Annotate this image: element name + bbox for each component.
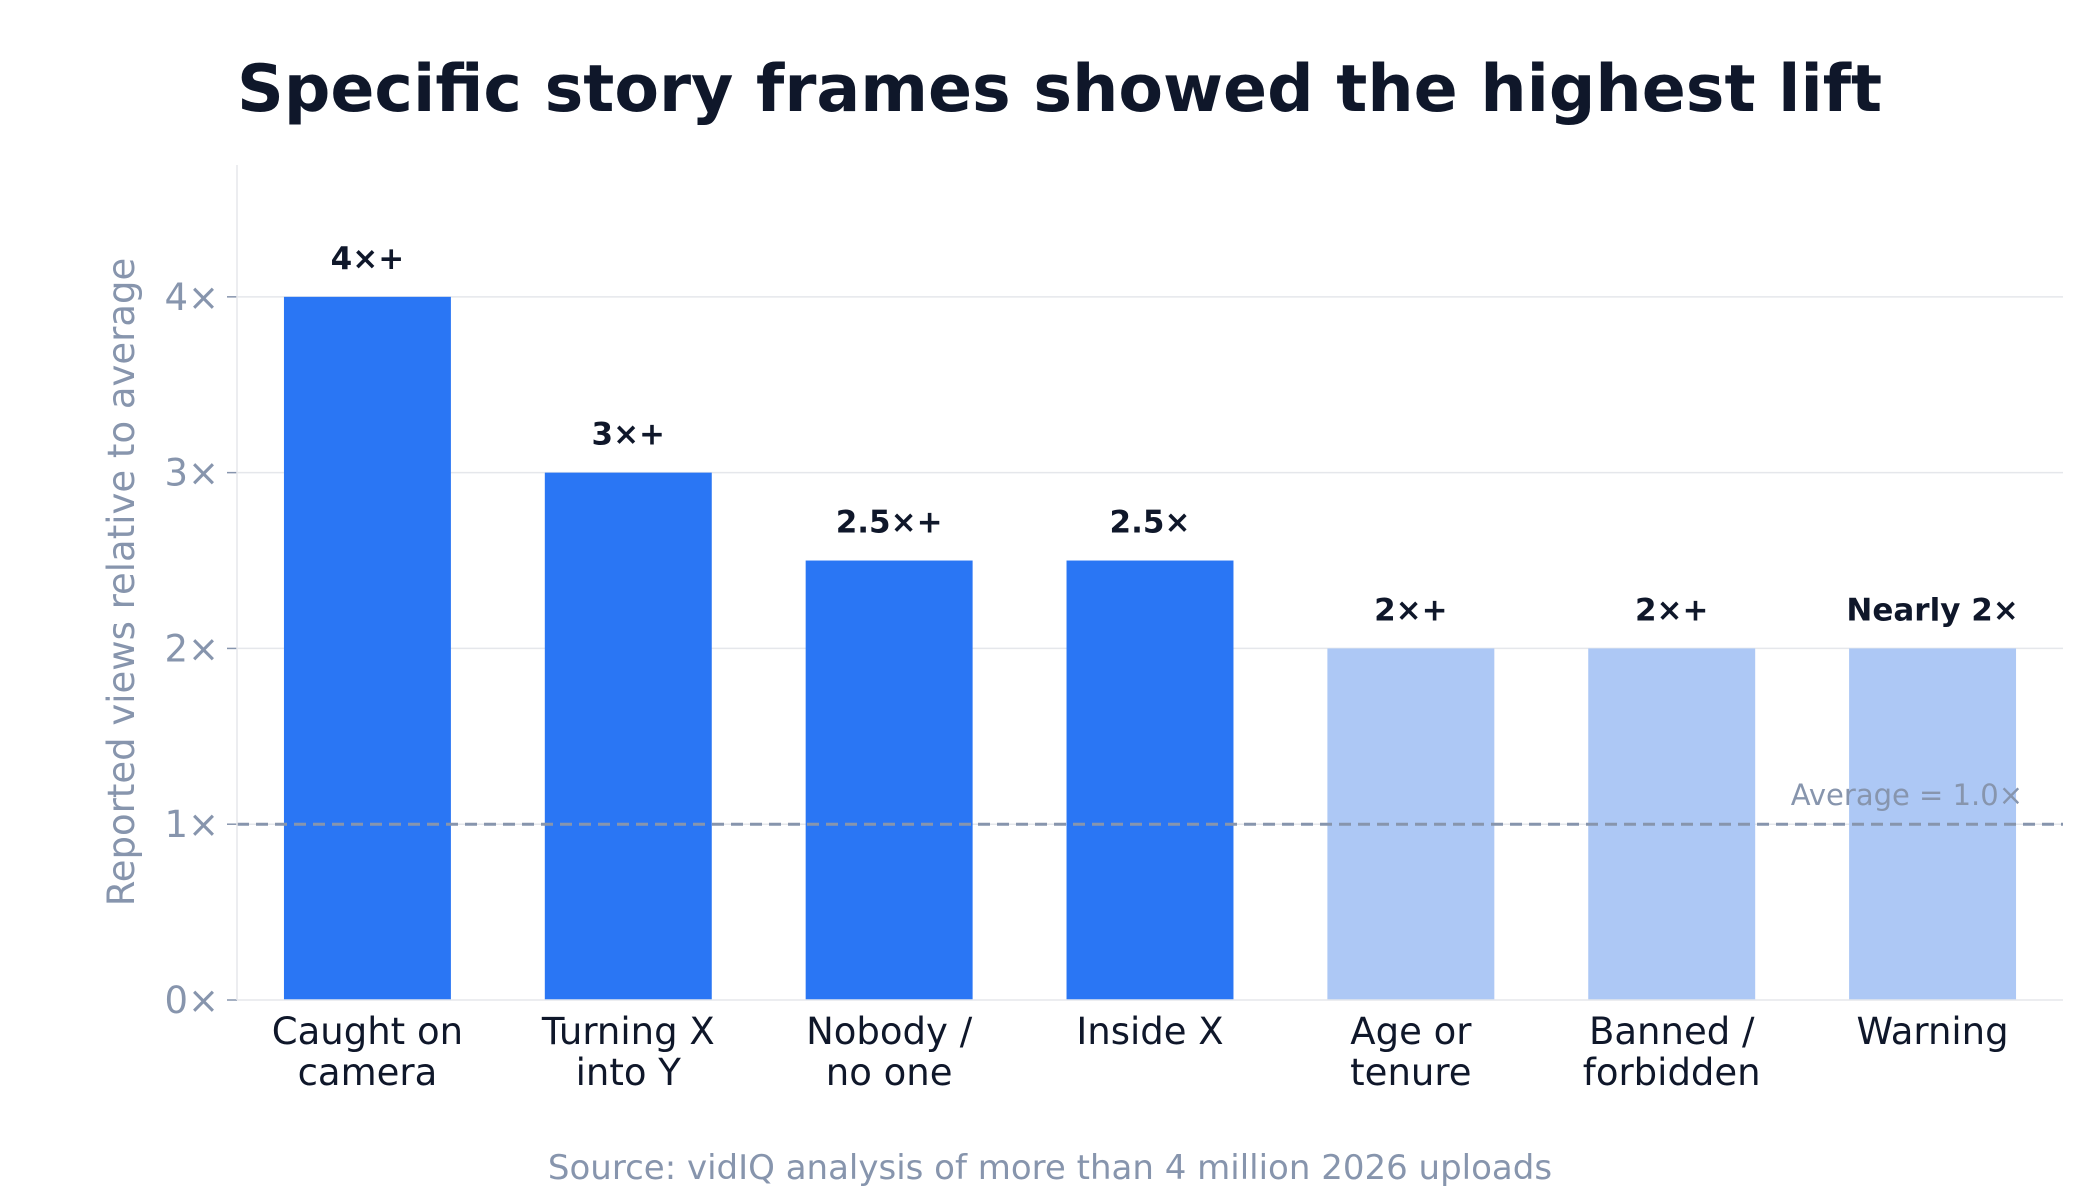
x-tick-label: Caught on [272, 1010, 463, 1053]
bar-value-label: 2×+ [1374, 592, 1448, 628]
y-tick-label: 0× [164, 979, 219, 1022]
y-axis-label: Reported views relative to average [100, 258, 143, 907]
data-labels: 4×+ 3×+ 2.5×+ 2.5× 2×+ 2×+ Nearly 2× [331, 241, 2019, 629]
x-tick-label: Banned / [1589, 1010, 1755, 1053]
bar [544, 472, 712, 1000]
bar-value-label: 2×+ [1635, 592, 1709, 628]
x-tick-label: Age or [1350, 1010, 1472, 1053]
bar [805, 560, 973, 1000]
bar [1327, 648, 1495, 1000]
x-tick-label: forbidden [1583, 1051, 1761, 1094]
y-tick-label: 2× [164, 627, 219, 670]
bar-value-label: Nearly 2× [1846, 592, 2018, 628]
bar-value-label: 3×+ [592, 417, 666, 453]
bar [1066, 560, 1234, 1000]
average-reference: Average = 1.0× [237, 778, 2063, 826]
bar [283, 296, 451, 1000]
source-note: Source: vidIQ analysis of more than 4 mi… [547, 1148, 1553, 1188]
chart-title: Specific story frames showed the highest… [237, 52, 1883, 127]
x-tick-label: Warning [1857, 1010, 2009, 1053]
x-tick-label: no one [826, 1051, 953, 1094]
bar-value-label: 4×+ [331, 241, 405, 277]
average-line-label: Average = 1.0× [1791, 778, 2023, 812]
x-tick-label: Turning X [541, 1010, 715, 1053]
x-tick-label: into Y [576, 1051, 682, 1094]
axes: 0× 1× 2× 3× 4× [164, 165, 2063, 1022]
x-tick-label: tenure [1350, 1051, 1471, 1094]
x-tick-label: camera [298, 1051, 438, 1094]
y-tick-label: 1× [164, 803, 219, 846]
bar-value-label: 2.5× [1110, 505, 1191, 541]
x-tick-label: Nobody / [806, 1010, 973, 1053]
y-tick-label: 3× [164, 452, 219, 495]
bar-value-label: 2.5×+ [836, 505, 943, 541]
x-tick-label: Inside X [1076, 1010, 1223, 1053]
y-tick-label: 4× [164, 276, 219, 319]
